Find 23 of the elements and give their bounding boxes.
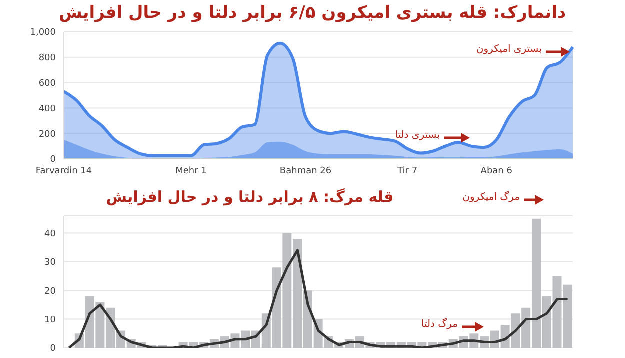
y-tick-label: 0 — [50, 155, 56, 166]
x-tick-label: Mehr 1 — [176, 166, 207, 176]
x-tick-label: Tir 7 — [396, 166, 418, 176]
chart-title: دانمارک: قله بستری امیکرون ۶/۵ برابر دلتا و در حال افزایش — [58, 3, 568, 23]
x-tick-label: Aban 6 — [480, 166, 513, 176]
line-series — [68, 249, 570, 348]
annotation: بستری دلتا — [395, 130, 440, 141]
y-tick-label: 200 — [38, 130, 56, 140]
annotation: مرگ دلتا — [421, 319, 458, 330]
x-tick-label: Farvardin 14 — [36, 166, 92, 176]
annotation: بستری امیکرون — [476, 44, 542, 55]
y-tick-label: 0 — [50, 344, 56, 354]
chart-title: قله مرگ: ۸ برابر دلتا و در حال افزایش — [105, 188, 395, 206]
y-tick-label: 400 — [38, 104, 56, 114]
y-tick-label: 600 — [38, 78, 56, 89]
x-tick-label: Bahman 26 — [280, 166, 332, 176]
y-tick-label: 30 — [44, 258, 56, 268]
y-tick-label: 1,000 — [30, 28, 56, 38]
text: مرگ امیکرون — [462, 192, 520, 203]
y-tick-label: 10 — [44, 316, 56, 326]
y-tick-label: 40 — [44, 229, 56, 240]
y-tick-label: 20 — [44, 286, 56, 297]
y-tick-label: 800 — [38, 54, 56, 64]
